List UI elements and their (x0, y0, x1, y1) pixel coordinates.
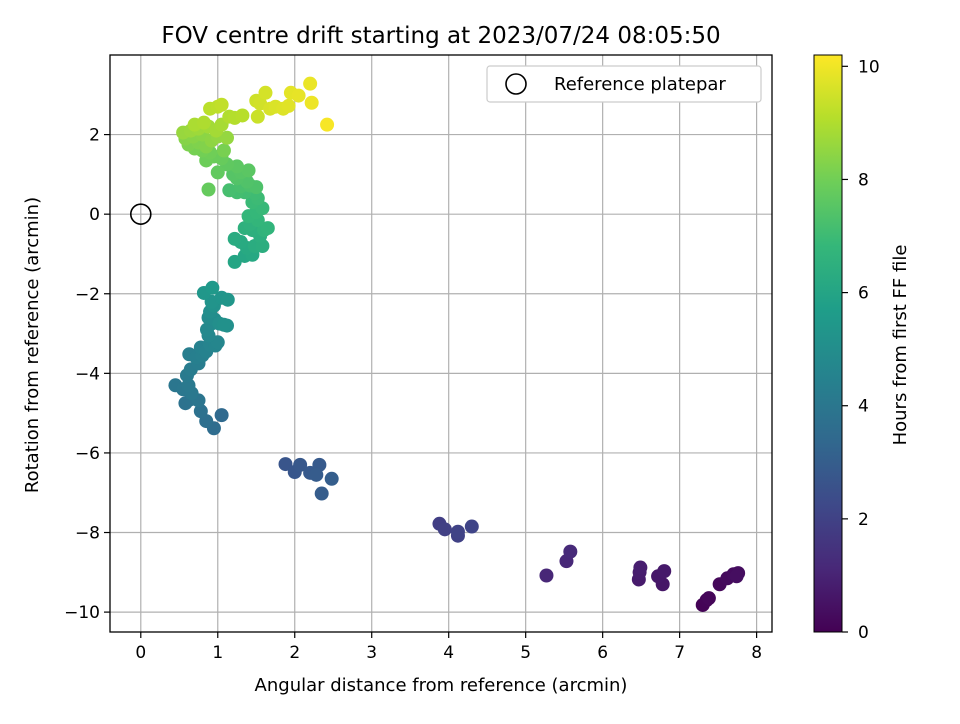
chart-title: FOV centre drift starting at 2023/07/24 … (161, 23, 720, 49)
colorbar-tick-label: 8 (858, 170, 869, 190)
data-point (258, 85, 273, 100)
colorbar-tick-label: 0 (858, 623, 869, 643)
data-point (303, 76, 318, 91)
data-point (214, 97, 229, 112)
legend-entry-reference: Reference platepar (554, 74, 726, 95)
data-point (196, 115, 211, 130)
y-axis-label: Rotation from reference (arcmin) (22, 197, 43, 493)
y-tick-label: −2 (75, 285, 100, 305)
data-point (464, 519, 479, 534)
data-point (563, 544, 578, 559)
data-point (633, 560, 648, 575)
data-point (314, 486, 329, 501)
data-point (201, 182, 216, 197)
legend-box (486, 65, 762, 103)
colorbar-ticks: 0 2 4 6 8 10 (842, 57, 880, 643)
colorbar-gradient (813, 54, 843, 633)
colorbar-tick-label: 6 (858, 284, 869, 304)
data-point (193, 404, 208, 419)
data-point (304, 95, 319, 110)
x-tick-label: 5 (520, 643, 531, 663)
grid-lines (110, 55, 772, 632)
x-tick-label: 3 (366, 643, 377, 663)
x-tick-label: 2 (289, 643, 300, 663)
data-point (437, 522, 452, 537)
data-point (539, 568, 554, 583)
y-tick-label: 0 (89, 205, 100, 225)
data-point (250, 109, 265, 124)
y-tick-label: −10 (64, 603, 100, 623)
data-point (729, 569, 744, 584)
colorbar-tick-label: 4 (858, 397, 869, 417)
y-tick-label: −8 (75, 524, 100, 544)
data-point (216, 143, 231, 158)
data-point (220, 292, 235, 307)
y-axis-ticks: −10 −8 −6 −4 −2 0 2 (64, 126, 110, 623)
data-point (278, 457, 293, 472)
x-tick-label: 8 (751, 643, 762, 663)
x-tick-label: 4 (443, 643, 454, 663)
x-tick-label: 6 (597, 643, 608, 663)
reference-platepar-marker (129, 203, 152, 225)
colorbar-label: Hours from first FF file (890, 245, 911, 446)
data-point (241, 163, 256, 178)
data-point (701, 591, 716, 606)
colorbar-tick-label: 2 (858, 510, 869, 530)
data-point (291, 88, 306, 103)
data-point (214, 408, 229, 423)
data-point (309, 467, 324, 482)
x-tick-label: 7 (674, 643, 685, 663)
data-point (320, 117, 335, 132)
legend-marker-icon (505, 73, 527, 95)
colorbar: 0 2 4 6 8 10 Hours from first FF file (813, 54, 911, 643)
colorbar-tick-label: 10 (858, 57, 880, 77)
data-point (324, 471, 339, 486)
legend: Reference platepar (486, 65, 762, 103)
data-point (227, 231, 242, 246)
data-point (205, 280, 220, 295)
y-tick-label: −6 (75, 444, 100, 464)
y-tick-label: 2 (89, 126, 100, 146)
data-point (260, 221, 275, 236)
data-point (281, 98, 296, 113)
data-point (450, 524, 465, 539)
data-point (222, 183, 237, 198)
x-tick-label: 0 (135, 643, 146, 663)
x-axis-label: Angular distance from reference (arcmin) (255, 675, 628, 696)
data-point (657, 564, 672, 579)
data-point (220, 130, 235, 145)
x-axis-ticks: 0 1 2 3 4 5 6 7 8 (135, 632, 762, 663)
data-points (168, 76, 746, 612)
data-point (293, 457, 308, 472)
plot-frame (109, 54, 773, 633)
data-point (235, 108, 250, 123)
y-tick-label: −4 (75, 364, 100, 384)
x-tick-label: 1 (212, 643, 223, 663)
data-point (216, 317, 231, 332)
data-point (210, 165, 225, 180)
